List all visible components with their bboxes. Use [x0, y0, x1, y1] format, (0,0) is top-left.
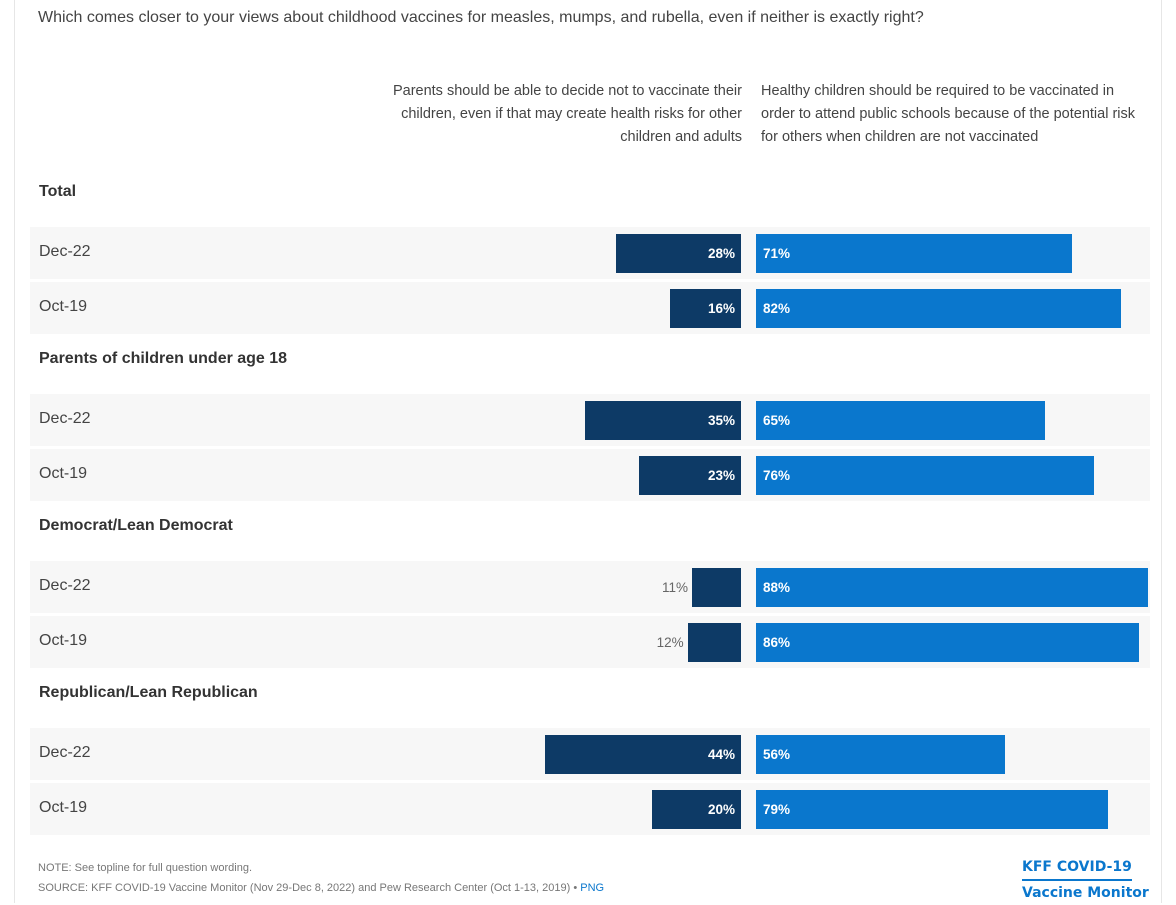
brand-logo: KFF COVID-19 Vaccine Monitor: [1022, 855, 1152, 905]
bar-left-value: 12%: [656, 635, 684, 650]
source-line: SOURCE: KFF COVID-19 Vaccine Monitor (No…: [38, 882, 604, 894]
group-label: Parents of children under age 18: [39, 350, 288, 367]
bar-left: [652, 790, 741, 829]
bar-left: [669, 289, 741, 328]
row-label: Oct-19: [39, 465, 88, 482]
group-label: Republican/Lean Republican: [39, 684, 258, 701]
bar-right: [756, 568, 1148, 607]
bar-right: [756, 234, 1072, 273]
bar-right: [756, 289, 1121, 328]
row-label: Oct-19: [39, 799, 88, 816]
bar-right-value: 65%: [763, 413, 791, 428]
left-column-header: Parents should be able to decide not to …: [392, 83, 742, 145]
bar-left-value: 11%: [662, 580, 689, 595]
row-label: Dec-22: [39, 744, 91, 761]
bar-right: [756, 735, 1006, 774]
bar-left: [616, 234, 741, 273]
bar-left-value: 44%: [707, 747, 735, 762]
png-download-link[interactable]: PNG: [580, 882, 605, 894]
bar-left-value: 20%: [707, 802, 735, 817]
bar-left: [585, 401, 741, 440]
bar-right-value: 88%: [763, 580, 791, 595]
row-label: Dec-22: [39, 577, 91, 594]
row-label: Oct-19: [39, 298, 88, 315]
chart-question: Which comes closer to your views about c…: [38, 9, 924, 26]
bar-left-value: 35%: [707, 413, 735, 428]
bar-left-value: 28%: [707, 246, 735, 261]
bar-left: [687, 623, 741, 662]
source-text: SOURCE: KFF COVID-19 Vaccine Monitor (No…: [38, 882, 578, 894]
bar-left-value: 23%: [707, 468, 735, 483]
bar-right-value: 86%: [763, 635, 791, 650]
group-label: Democrat/Lean Democrat: [39, 517, 233, 534]
bar-right: [756, 790, 1108, 829]
bar-right-value: 71%: [763, 246, 791, 261]
bar-right: [756, 456, 1095, 495]
brand-line-2: Vaccine Monitor: [1022, 885, 1149, 901]
bar-left-value: 16%: [707, 301, 735, 316]
bar-right-value: 76%: [763, 468, 791, 483]
footnote: NOTE: See topline for full question word…: [38, 862, 253, 874]
group-label: Total: [39, 183, 77, 200]
right-column-header: Healthy children should be required to b…: [761, 83, 1136, 145]
bar-right-value: 82%: [763, 301, 791, 316]
bar-left: [545, 735, 741, 774]
chart-frame: [14, 0, 1162, 903]
bar-right: [756, 401, 1046, 440]
row-label: Dec-22: [39, 410, 91, 427]
bar-left: [692, 568, 741, 607]
row-label: Dec-22: [39, 243, 91, 260]
bar-right-value: 56%: [763, 747, 791, 762]
bar-left: [638, 456, 741, 495]
bar-right: [756, 623, 1139, 662]
row-label: Oct-19: [39, 632, 88, 649]
bar-right-value: 79%: [763, 802, 791, 817]
brand-line-1: KFF COVID-19: [1022, 855, 1132, 881]
